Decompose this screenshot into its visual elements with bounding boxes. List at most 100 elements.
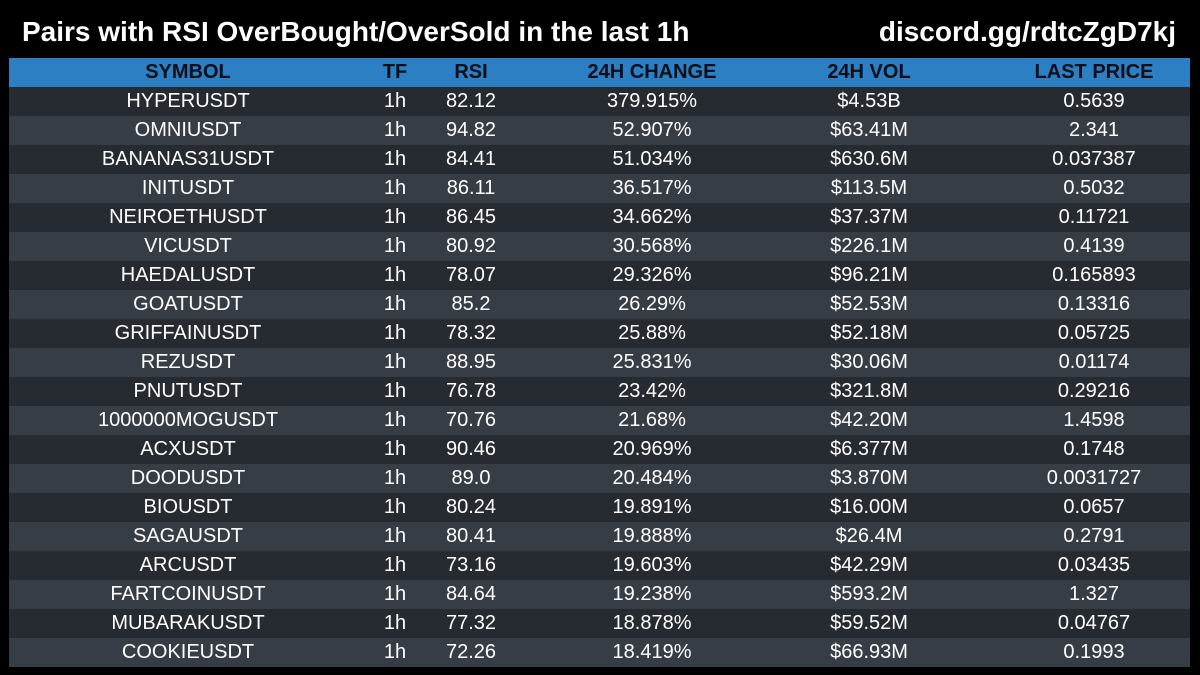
price-cell: 0.13316: [1057, 293, 1131, 315]
rsi-cell: 76.78: [445, 380, 497, 402]
volume-cell: $66.93M: [830, 641, 908, 663]
rsi-cell: 77.32: [445, 612, 497, 634]
volume-cell: $42.29M: [830, 554, 908, 576]
symbol-cell: GRIFFAINUSDT: [114, 322, 262, 344]
symbol-cell: PNUTUSDT: [133, 380, 243, 402]
symbol-cell: DOODUSDT: [130, 467, 246, 489]
symbol-cell: 1000000MOGUSDT: [97, 409, 279, 431]
tf-cell: 1h: [383, 612, 407, 634]
table-row[interactable]: INITUSDT 1h 86.11 36.517% $113.5M 0.5032: [9, 174, 1190, 203]
volume-cell: $6.377M: [830, 438, 908, 460]
volume-cell: $63.41M: [830, 119, 908, 141]
table-row[interactable]: PNUTUSDT 1h 76.78 23.42% $321.8M 0.29216: [9, 377, 1190, 406]
rsi-cell: 89.0: [451, 467, 491, 489]
table-row[interactable]: NEIROETHUSDT 1h 86.45 34.662% $37.37M 0.11721: [9, 203, 1190, 232]
price-cell: 0.5639: [1063, 90, 1125, 112]
table-row[interactable]: OMNIUSDT 1h 94.82 52.907% $63.41M 2.341: [9, 116, 1190, 145]
change-cell: 19.888%: [612, 525, 692, 547]
table-row[interactable]: ARCUSDT 1h 73.16 19.603% $42.29M 0.03435: [9, 551, 1190, 580]
change-cell: 19.238%: [612, 583, 692, 605]
table-row[interactable]: FARTCOINUSDT 1h 84.64 19.238% $593.2M 1.327: [9, 580, 1190, 609]
price-cell: 0.5032: [1063, 177, 1125, 199]
discord-link[interactable]: discord.gg/rdtcZgD7kj: [878, 16, 1176, 47]
volume-cell: $30.06M: [830, 351, 908, 373]
price-cell: 0.11721: [1058, 206, 1130, 228]
rsi-cell: 73.16: [445, 554, 497, 576]
symbol-cell: BANANAS31USDT: [101, 148, 275, 170]
table-row[interactable]: SAGAUSDT 1h 80.41 19.888% $26.4M 0.2791: [9, 522, 1190, 551]
table-row[interactable]: ACXUSDT 1h 90.46 20.969% $6.377M 0.1748: [9, 435, 1190, 464]
volume-cell: $16.00M: [830, 496, 908, 518]
rsi-cell: 78.32: [445, 322, 497, 344]
tf-cell: 1h: [383, 496, 407, 518]
change-cell: 25.88%: [618, 322, 686, 344]
symbol-cell: REZUSDT: [140, 351, 236, 373]
tf-cell: 1h: [383, 119, 407, 141]
tf-cell: 1h: [383, 525, 407, 547]
volume-cell: $37.37M: [830, 206, 908, 228]
volume-cell: $3.870M: [830, 467, 908, 489]
rsi-cell: 82.12: [445, 90, 497, 112]
page-title: Pairs with RSI OverBought/OverSold in th…: [22, 16, 690, 47]
change-cell: 379.915%: [606, 90, 698, 112]
symbol-cell: VICUSDT: [144, 235, 232, 257]
tf-cell: 1h: [383, 264, 407, 286]
volume-cell: $59.52M: [830, 612, 908, 634]
volume-cell: $96.21M: [830, 264, 908, 286]
column-header-24h-change[interactable]: 24H CHANGE: [587, 61, 717, 83]
rsi-cell: 84.41: [445, 148, 497, 170]
header-bar: Pairs with RSI OverBought/OverSold in th…: [0, 0, 1200, 58]
rsi-cell: 80.41: [445, 525, 497, 547]
change-cell: 20.484%: [612, 467, 692, 489]
rsi-cell: 85.2: [451, 293, 491, 315]
table-row[interactable]: DOODUSDT 1h 89.0 20.484% $3.870M 0.0031727: [9, 464, 1190, 493]
price-cell: 2.341: [1068, 119, 1120, 141]
symbol-cell: HAEDALUSDT: [120, 264, 256, 286]
table-row[interactable]: GRIFFAINUSDT 1h 78.32 25.88% $52.18M 0.05725: [9, 319, 1190, 348]
table-row[interactable]: COOKIEUSDT 1h 72.26 18.419% $66.93M 0.1993: [9, 638, 1190, 667]
column-header-rsi[interactable]: RSI: [454, 61, 488, 83]
price-cell: 0.2791: [1063, 525, 1125, 547]
column-header-tf[interactable]: TF: [382, 61, 408, 83]
change-cell: 36.517%: [612, 177, 692, 199]
table-row[interactable]: VICUSDT 1h 80.92 30.568% $226.1M 0.4139: [9, 232, 1190, 261]
volume-cell: $4.53B: [837, 90, 901, 112]
change-cell: 51.034%: [612, 148, 692, 170]
volume-cell: $42.20M: [830, 409, 908, 431]
table-header-row: SYMBOL TF RSI 24H CHANGE 24H VOL LAST PR…: [9, 58, 1190, 87]
table-row[interactable]: BANANAS31USDT 1h 84.41 51.034% $630.6M 0.0373…: [9, 145, 1190, 174]
table-row[interactable]: BIOUSDT 1h 80.24 19.891% $16.00M 0.0657: [9, 493, 1190, 522]
column-header-last-price[interactable]: LAST PRICE: [1034, 61, 1154, 83]
table-row[interactable]: HAEDALUSDT 1h 78.07 29.326% $96.21M 0.165893: [9, 261, 1190, 290]
rsi-cell: 78.07: [445, 264, 497, 286]
column-header-symbol[interactable]: SYMBOL: [145, 61, 231, 83]
change-cell: 25.831%: [612, 351, 692, 373]
tf-cell: 1h: [383, 177, 407, 199]
price-cell: 0.05725: [1057, 322, 1131, 344]
table-row[interactable]: GOATUSDT 1h 85.2 26.29% $52.53M 0.13316: [9, 290, 1190, 319]
symbol-cell: ACXUSDT: [140, 438, 236, 460]
change-cell: 30.568%: [612, 235, 692, 257]
symbol-cell: SAGAUSDT: [132, 525, 244, 547]
tf-cell: 1h: [383, 235, 407, 257]
price-cell: 0.04767: [1057, 612, 1131, 634]
symbol-cell: OMNIUSDT: [134, 119, 242, 141]
tf-cell: 1h: [383, 641, 407, 663]
table-row[interactable]: 1000000MOGUSDT 1h 70.76 21.68% $42.20M 1.4598: [9, 406, 1190, 435]
column-header-24h-vol[interactable]: 24H VOL: [827, 61, 911, 83]
rsi-cell: 94.82: [445, 119, 497, 141]
price-cell: 0.01174: [1058, 351, 1130, 373]
change-cell: 19.603%: [612, 554, 692, 576]
volume-cell: $113.5M: [830, 177, 908, 199]
tf-cell: 1h: [383, 322, 407, 344]
symbol-cell: NEIROETHUSDT: [109, 206, 267, 228]
table-row[interactable]: MUBARAKUSDT 1h 77.32 18.878% $59.52M 0.04767: [9, 609, 1190, 638]
symbol-cell: ARCUSDT: [139, 554, 237, 576]
tf-cell: 1h: [383, 467, 407, 489]
table-row[interactable]: HYPERUSDT 1h 82.12 379.915% $4.53B 0.5639: [9, 87, 1190, 116]
symbol-cell: GOATUSDT: [133, 293, 243, 315]
symbol-cell: COOKIEUSDT: [121, 641, 255, 663]
table-row[interactable]: REZUSDT 1h 88.95 25.831% $30.06M 0.01174: [9, 348, 1190, 377]
price-cell: 0.1748: [1063, 438, 1125, 460]
